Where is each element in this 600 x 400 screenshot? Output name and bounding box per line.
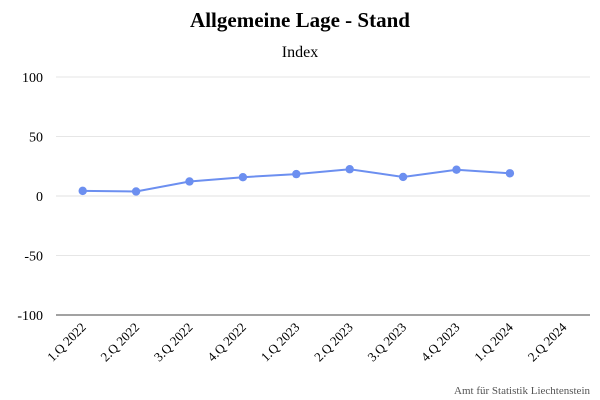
y-tick-label: -100 xyxy=(17,309,43,324)
data-point[interactable] xyxy=(345,165,354,174)
source-credit: Amt für Statistik Liechtenstein xyxy=(454,385,590,397)
chart-subtitle: Index xyxy=(282,44,318,61)
y-axis-ticks: 100 50 0 -50 -100 xyxy=(17,71,43,324)
series-layer xyxy=(78,165,515,196)
gridlines xyxy=(56,76,590,316)
x-tick-label: 4.Q 2023 xyxy=(418,320,463,365)
x-tick-label: 1.Q 2024 xyxy=(471,319,516,364)
chart-title: Allgemeine Lage - Stand xyxy=(190,8,410,32)
data-point[interactable] xyxy=(78,186,87,196)
x-tick-label: 2.Q 2023 xyxy=(311,320,356,365)
data-point[interactable] xyxy=(452,165,461,174)
x-axis-ticks: 1.Q 2022 2.Q 2022 3.Q 2022 4.Q 2022 1.Q 2023… xyxy=(44,319,570,364)
data-point[interactable] xyxy=(131,187,141,196)
data-point[interactable] xyxy=(398,172,408,182)
x-tick-label: 4.Q 2022 xyxy=(204,320,249,365)
y-tick-label: -50 xyxy=(24,250,43,265)
x-tick-label: 2.Q 2024 xyxy=(525,319,570,364)
x-tick-label: 2.Q 2022 xyxy=(97,320,142,365)
data-point[interactable] xyxy=(505,169,515,178)
x-tick-label: 1.Q 2023 xyxy=(258,320,303,365)
x-tick-label: 3.Q 2022 xyxy=(151,320,196,365)
x-tick-label: 1.Q 2022 xyxy=(44,320,89,365)
data-point[interactable] xyxy=(185,177,194,186)
y-tick-label: 50 xyxy=(29,131,43,146)
data-point[interactable] xyxy=(238,172,248,182)
y-tick-label: 0 xyxy=(36,190,43,205)
y-tick-label: 100 xyxy=(22,71,43,86)
data-point[interactable] xyxy=(292,169,301,179)
x-tick-label: 3.Q 2023 xyxy=(364,320,409,365)
